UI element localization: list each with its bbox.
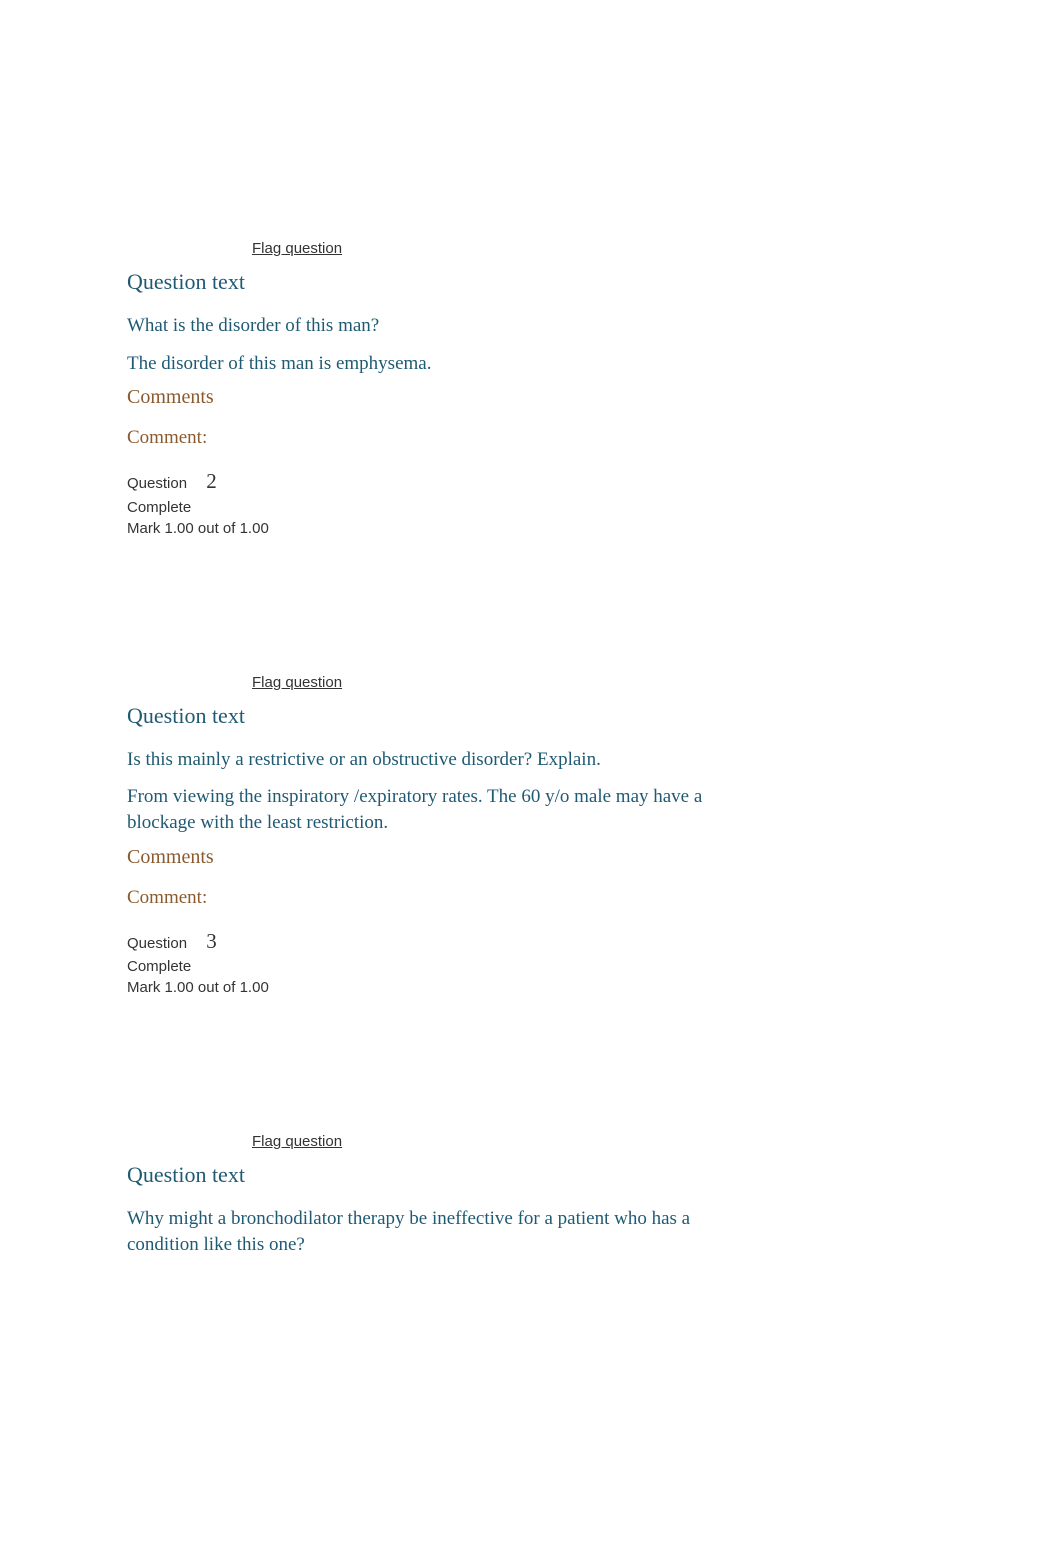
question-status: Complete	[127, 956, 740, 977]
question-mark: Mark 1.00 out of 1.00	[127, 977, 740, 998]
flag-question-link[interactable]: Flag question	[252, 674, 740, 691]
question-answer: The disorder of this man is emphysema.	[127, 351, 740, 377]
question-number: 3	[206, 929, 217, 953]
comments-heading: Comments	[127, 386, 740, 409]
question-prompt: What is the disorder of this man?	[127, 313, 740, 339]
question-status: Complete	[127, 497, 740, 518]
question-label: Question	[127, 935, 187, 952]
question-prompt: Is this mainly a restrictive or an obstr…	[127, 747, 740, 773]
flag-question-link[interactable]: Flag question	[252, 240, 740, 257]
question-number: 2	[206, 469, 217, 493]
question-text-heading: Question text	[127, 1162, 740, 1188]
question-meta: Question 2 Complete Mark 1.00 out of 1.0…	[127, 467, 740, 538]
question-meta: Question 3 Complete Mark 1.00 out of 1.0…	[127, 927, 740, 998]
question-answer: From viewing the inspiratory /expiratory…	[127, 784, 740, 835]
flag-question-link[interactable]: Flag question	[252, 1133, 740, 1150]
question-text-heading: Question text	[127, 703, 740, 729]
comment-label: Comment:	[127, 427, 740, 449]
content-area: Flag question Question text What is the …	[0, 0, 740, 1257]
comments-heading: Comments	[127, 846, 740, 869]
question-mark: Mark 1.00 out of 1.00	[127, 518, 740, 539]
question-text-heading: Question text	[127, 269, 740, 295]
question-label: Question	[127, 475, 187, 492]
question-prompt: Why might a bronchodilator therapy be in…	[127, 1206, 740, 1257]
comment-label: Comment:	[127, 887, 740, 909]
